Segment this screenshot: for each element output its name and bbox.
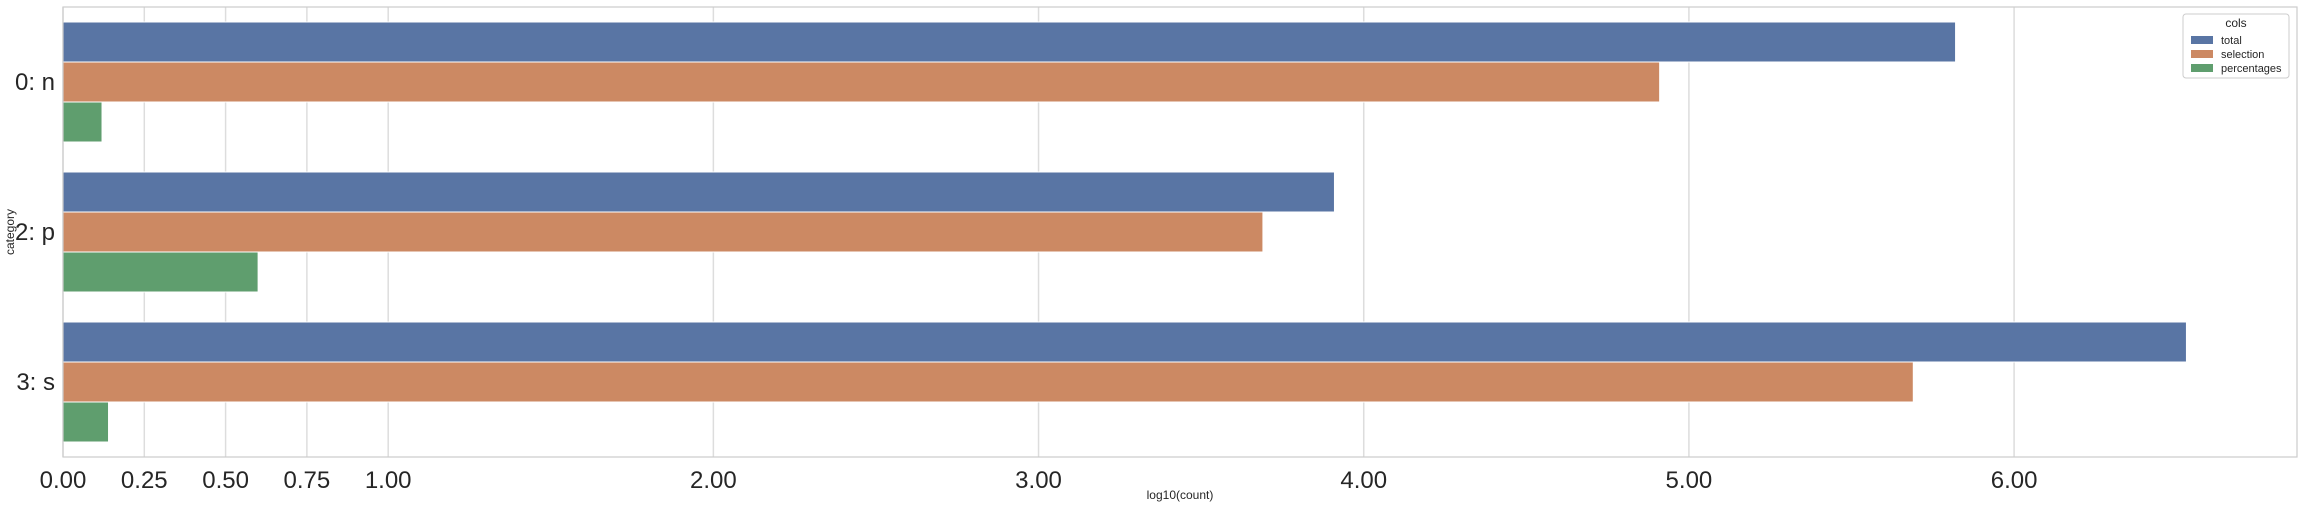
- legend-swatch-selection: [2191, 50, 2213, 58]
- bar-selection-2: [62, 361, 1914, 403]
- x-tick-label-8: 5.00: [1666, 467, 1713, 494]
- y-tick-label-0: 0: n: [15, 69, 55, 96]
- legend-swatch-total: [2191, 36, 2213, 44]
- y-tick-label-1: 2: p: [15, 219, 55, 246]
- bars: [62, 21, 2187, 443]
- y-tick-label-2: 3: s: [16, 369, 55, 396]
- x-tick-label-0: 0.00: [40, 467, 87, 494]
- x-axis-title: log10(count): [1147, 488, 1214, 502]
- bar-percentages-0: [62, 101, 103, 143]
- x-tick-labels: 0.00 0.25 0.50 0.75 1.00 2.00 3.00 4.00 5.00 6.00: [40, 467, 2038, 494]
- bar-total-0: [62, 21, 1957, 63]
- x-tick-label-9: 6.00: [1991, 467, 2038, 494]
- bar-total-2: [62, 321, 2187, 363]
- legend-label-total: total: [2221, 35, 2242, 47]
- bar-selection-1: [62, 211, 1264, 253]
- x-tick-label-6: 3.00: [1015, 467, 1062, 494]
- x-tick-label-7: 4.00: [1340, 467, 1387, 494]
- x-tick-label-2: 0.50: [202, 467, 249, 494]
- bar-percentages-1: [62, 251, 259, 293]
- y-tick-labels: 0: n 2: p 3: s: [15, 69, 55, 396]
- bar-percentages-2: [62, 401, 110, 443]
- legend-title: cols: [2225, 16, 2246, 30]
- legend-label-percentages: percentages: [2221, 63, 2282, 75]
- plot-frame: [62, 6, 2298, 458]
- legend-box: [2182, 13, 2290, 79]
- x-tick-label-4: 1.00: [365, 467, 412, 494]
- x-tick-label-1: 0.25: [121, 467, 168, 494]
- bar-selection-0: [62, 61, 1661, 103]
- legend: cols total selection percentages: [2182, 13, 2290, 79]
- legend-swatch-percentages: [2191, 64, 2213, 72]
- bar-total-1: [62, 171, 1335, 213]
- x-tick-label-3: 0.75: [284, 467, 331, 494]
- y-axis-title: category: [3, 209, 17, 255]
- x-tick-label-5: 2.00: [690, 467, 737, 494]
- legend-label-selection: selection: [2221, 49, 2264, 61]
- legend-entries: total selection percentages: [2191, 35, 2282, 75]
